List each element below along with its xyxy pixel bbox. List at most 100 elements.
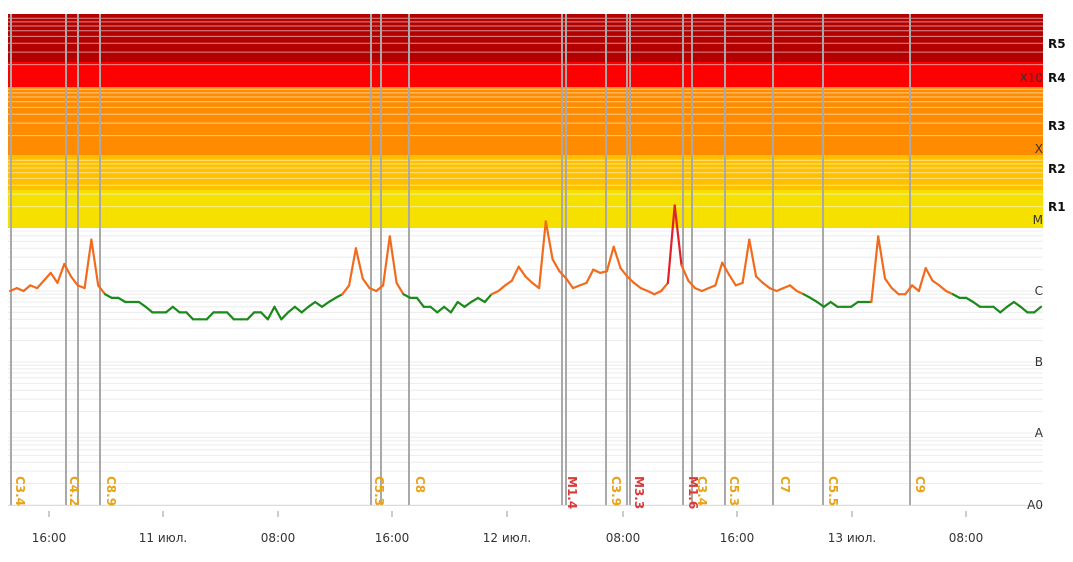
flux-line-segment bbox=[90, 238, 100, 287]
flux-line-segment bbox=[103, 293, 113, 299]
flux-line-segment bbox=[666, 204, 676, 284]
flux-line-segment bbox=[788, 284, 798, 293]
flux-line-segment bbox=[809, 296, 819, 304]
flux-line-segment bbox=[470, 296, 480, 304]
flux-line-segment bbox=[388, 235, 398, 284]
band-r5 bbox=[8, 14, 1043, 62]
flux-line-segment bbox=[226, 311, 235, 321]
flux-line-segment bbox=[632, 281, 642, 290]
flare-label: C3.9 bbox=[609, 476, 623, 506]
flux-line-segment bbox=[707, 284, 717, 290]
flux-line-segment bbox=[571, 284, 581, 290]
x-tick-label: 08:00 bbox=[949, 531, 984, 545]
flux-line-segment bbox=[280, 311, 290, 321]
flux-line-segment bbox=[320, 300, 330, 308]
flux-line-segment bbox=[117, 296, 127, 304]
flux-line-segment bbox=[795, 289, 805, 296]
flux-line-segment bbox=[816, 300, 826, 308]
flux-line-segment bbox=[734, 281, 744, 287]
flux-line-segment bbox=[443, 305, 452, 314]
flux-line-segment bbox=[605, 245, 615, 273]
flux-line-segment bbox=[205, 311, 215, 321]
flux-line-segment bbox=[517, 265, 527, 278]
flux-line-segment bbox=[904, 284, 914, 296]
flux-line-segment bbox=[660, 281, 670, 293]
x-tick-label: 16:00 bbox=[720, 531, 755, 545]
flux-line-segment bbox=[626, 275, 636, 284]
flux-line-segment bbox=[361, 277, 371, 290]
radio-label-r5: R5 bbox=[1048, 37, 1066, 51]
flux-line-segment bbox=[775, 287, 785, 293]
flux-line-segment bbox=[565, 277, 575, 290]
flux-line-segment bbox=[341, 284, 351, 296]
flux-line-segment bbox=[537, 220, 547, 290]
flux-line-segment bbox=[883, 277, 893, 290]
flux-line-segment bbox=[870, 235, 880, 304]
radio-label-r3: R3 bbox=[1048, 119, 1066, 133]
x-tick-label: 11 июл. bbox=[139, 531, 187, 545]
flux-line-segment bbox=[490, 289, 500, 296]
band-r4 bbox=[8, 62, 1043, 87]
flux-line-segment bbox=[965, 296, 975, 304]
flux-line-segment bbox=[653, 289, 663, 296]
flux-line-segment bbox=[29, 284, 39, 290]
flux-line-segment bbox=[395, 281, 405, 296]
flux-line-segment bbox=[375, 284, 385, 293]
flux-line-segment bbox=[368, 287, 378, 293]
flux-line-segment bbox=[1012, 300, 1022, 308]
flux-line-segment bbox=[754, 275, 765, 284]
flux-line-segment bbox=[287, 305, 296, 314]
flux-line-segment bbox=[449, 300, 459, 314]
flux-line-segment bbox=[822, 300, 832, 308]
flare-label: C9 bbox=[913, 476, 927, 493]
x-tick-label: 08:00 bbox=[261, 531, 296, 545]
flux-line-segment bbox=[999, 305, 1009, 314]
flux-line-segment bbox=[35, 279, 46, 290]
flux-line-segment bbox=[56, 262, 66, 284]
flux-line-segment bbox=[721, 261, 731, 276]
radio-band-layer bbox=[8, 14, 1043, 228]
flux-line-segment bbox=[144, 305, 154, 314]
flux-line-segment bbox=[63, 262, 73, 278]
flare-label-layer: C3.4 C4.2 C8.9 C5.3 C8 M1.4 C3.9 M3.3 M1.6C3.4 C5… bbox=[13, 476, 927, 509]
flux-line-segment bbox=[972, 300, 982, 308]
flux-line-segment bbox=[504, 279, 513, 287]
flux-line-segment bbox=[612, 245, 622, 270]
flux-line-segment bbox=[300, 305, 310, 314]
flux-line-segment bbox=[931, 279, 941, 287]
flux-line-segment bbox=[314, 300, 324, 308]
flux-line-segment bbox=[273, 305, 283, 321]
flare-label: M3.3 bbox=[632, 476, 646, 509]
flare-label: C5.3 bbox=[372, 476, 386, 506]
flux-line-segment bbox=[849, 300, 860, 308]
x-tick-label: 16:00 bbox=[32, 531, 67, 545]
class-label-c: C bbox=[1035, 284, 1043, 298]
flux-line-segment bbox=[639, 287, 649, 293]
x-tick-label: 16:00 bbox=[375, 531, 410, 545]
class-label-m: M bbox=[1033, 213, 1043, 227]
flux-line-segment bbox=[185, 311, 195, 321]
flux-line-segment bbox=[673, 204, 683, 267]
flux-line-segment bbox=[164, 305, 174, 314]
flux-line-segment bbox=[429, 305, 439, 314]
y-axis-labels: A0 A B C M X X10 R1 R2 R3 R4 R5 bbox=[1020, 37, 1066, 512]
flux-line-segment bbox=[1019, 305, 1029, 314]
flux-line-segment bbox=[293, 305, 303, 314]
class-label-x: X bbox=[1035, 142, 1043, 156]
flare-label: C5.5 bbox=[826, 476, 840, 506]
flux-line-segment bbox=[598, 270, 609, 274]
flux-line-segment bbox=[578, 281, 588, 287]
class-label-b: B bbox=[1035, 355, 1043, 369]
flux-line-segment bbox=[680, 264, 690, 282]
flux-line-segment bbox=[354, 247, 364, 280]
flux-line-segment bbox=[382, 235, 391, 287]
flux-line-segment bbox=[910, 284, 921, 293]
flux-line-segment bbox=[171, 305, 181, 314]
radio-label-r2: R2 bbox=[1048, 162, 1066, 176]
flux-line-segment bbox=[687, 279, 697, 290]
flux-line-segment bbox=[551, 258, 561, 273]
flux-line-segment bbox=[22, 284, 32, 293]
flux-line-segment bbox=[402, 293, 412, 299]
